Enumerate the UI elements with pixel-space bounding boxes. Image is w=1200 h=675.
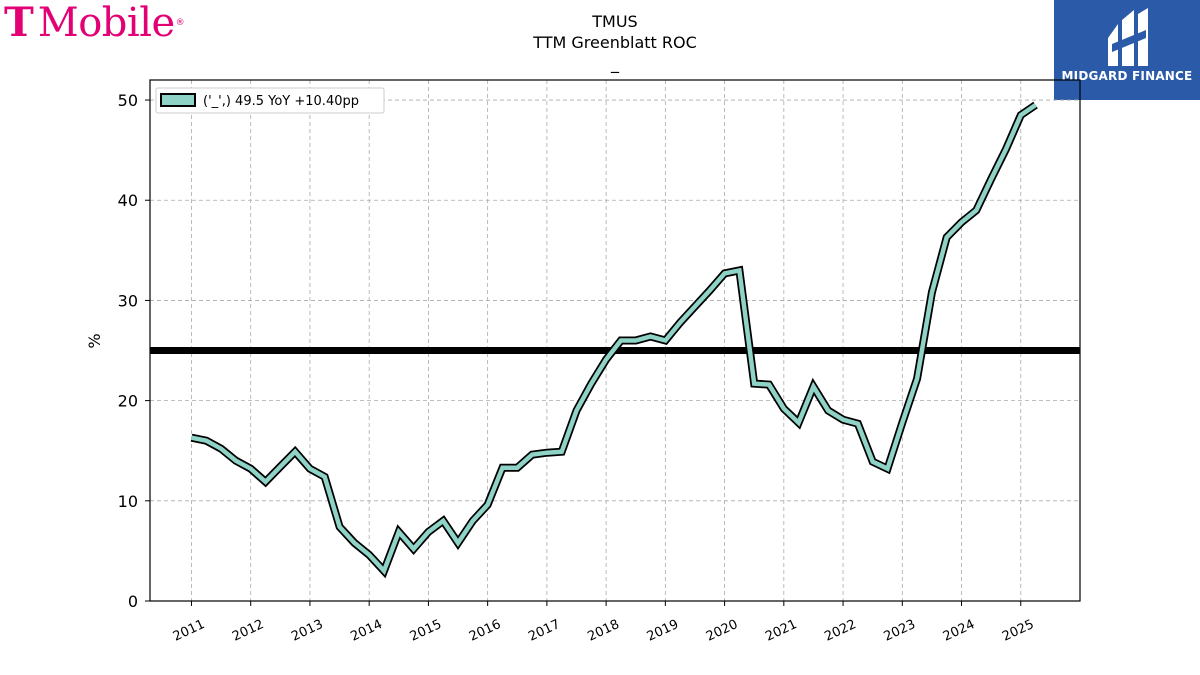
legend: ('_',) 49.5 YoY +10.40pp xyxy=(155,87,385,114)
midgard-finance-text: MIDGARD FINANCE xyxy=(1061,69,1193,83)
chart-subtitle: TTM Greenblatt ROC xyxy=(532,33,697,52)
legend-swatch xyxy=(160,93,196,107)
x-tick-label: 2016 xyxy=(467,617,503,645)
plot-frame xyxy=(149,79,1081,602)
y-tick-label: 20 xyxy=(118,392,138,411)
x-tick-label: 2021 xyxy=(763,617,799,645)
x-tick-label: 2018 xyxy=(585,617,621,645)
y-tick-label: 10 xyxy=(118,492,138,511)
series-line xyxy=(191,103,1037,576)
legend-label: ('_',) 49.5 YoY +10.40pp xyxy=(203,94,359,109)
x-tick-label: 2023 xyxy=(882,617,918,645)
x-tick-label: 2013 xyxy=(289,617,325,645)
x-tick-label: 2015 xyxy=(408,617,444,645)
x-tick-label: 2024 xyxy=(941,617,977,645)
y-axis-label: % xyxy=(85,333,104,348)
x-tick-label: 2025 xyxy=(1000,617,1036,645)
t-mobile-wordmark: Mobile xyxy=(37,0,175,46)
x-tick-label: 2020 xyxy=(704,617,740,645)
chart-subtitle-2: _ xyxy=(610,54,620,74)
x-tick-label: 2017 xyxy=(526,617,562,645)
t-mobile-logo: T Mobile ® xyxy=(4,0,185,46)
y-tick-label: 30 xyxy=(118,291,138,310)
midgard-m-icon xyxy=(1108,8,1148,66)
x-tick-label: 2019 xyxy=(645,617,681,645)
x-tick-label: 2014 xyxy=(349,617,385,645)
y-tick-label: 50 xyxy=(118,91,138,110)
grid xyxy=(150,80,1080,602)
chart-title: TMUS xyxy=(591,12,637,31)
y-tick-label: 0 xyxy=(128,592,138,611)
x-tick-label: 2012 xyxy=(230,617,266,645)
t-mobile-t-glyph: T xyxy=(4,0,34,46)
registered-mark: ® xyxy=(175,18,185,28)
midgard-logo-bg xyxy=(1054,0,1200,100)
y-tick-label: 40 xyxy=(118,191,138,210)
x-tick-label: 2022 xyxy=(822,617,858,645)
midgard-finance-logo: MIDGARD FINANCE xyxy=(1054,0,1200,100)
x-tick-label: 2011 xyxy=(171,617,207,645)
